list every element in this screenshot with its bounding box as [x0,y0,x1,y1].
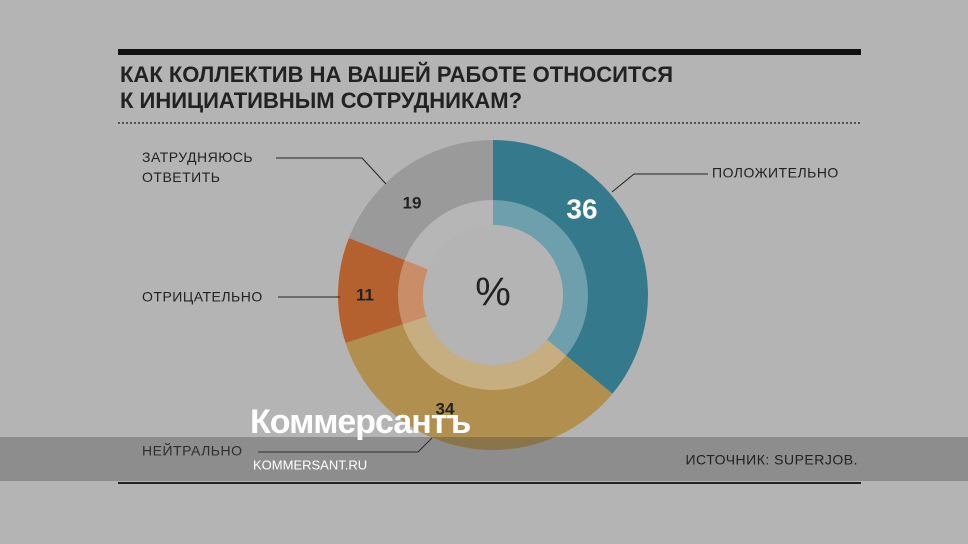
bottom-rule [118,482,861,484]
donut-segment [493,140,648,394]
donut: % [338,140,648,451]
watermark-logo: Коммерсантъ [250,403,470,441]
category-label: ПОЛОЖИТЕЛЬНО [712,165,839,181]
top-rule [118,49,861,55]
category-label: НЕЙТРАЛЬНО [142,442,242,459]
center-label: % [475,271,511,315]
value-label: 36 [566,193,597,224]
labels: 36 ПОЛОЖИТЕЛЬНО 34 НЕЙТРАЛЬНО 11 ОТРИЦАТЕЛЬНО… [142,149,839,459]
donut-segment [348,140,493,270]
leader-line [258,437,433,453]
value-label: 11 [356,285,374,304]
watermark-url: KOMMERSANT.RU [253,457,367,472]
category-label: ОТРИЦАТЕЛЬНО [142,289,263,305]
leader-line [276,157,387,185]
value-label: 19 [403,193,422,212]
source: ИСТОЧНИК: SUPERJOB. [685,452,858,468]
value-label: 34 [436,399,455,418]
chart-title: КАК КОЛЛЕКТИВ НА ВАШЕЙ РАБОТЕ ОТНОСИТСЯ [120,62,673,87]
category-label: ЗАТРУДНЯЮСЬ ОТВЕТИТЬ [142,149,253,185]
watermark-band [0,437,968,481]
leader-line [611,173,708,193]
donut-segment [338,237,428,343]
chart-title: К ИНИЦИАТИВНЫМ СОТРУДНИКАМ? [120,88,522,113]
donut-segment [345,316,613,451]
donut-hole [423,225,563,365]
